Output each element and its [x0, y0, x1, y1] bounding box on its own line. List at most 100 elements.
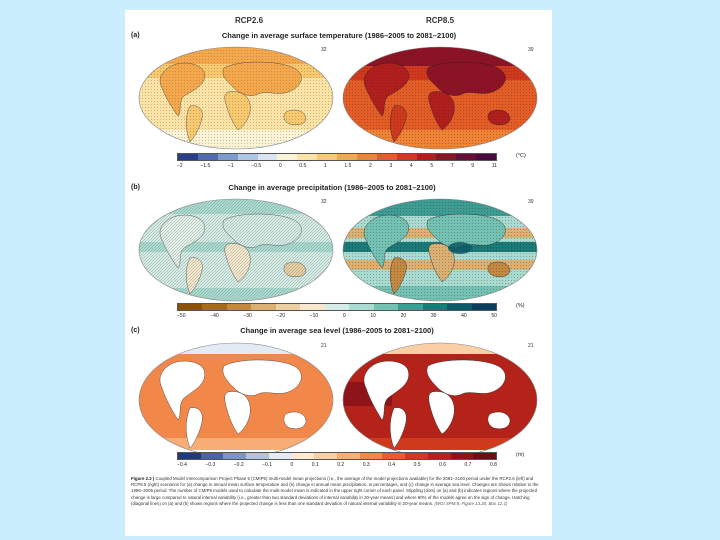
colorbar-temperature — [177, 153, 497, 161]
colorbar-swatch — [473, 453, 497, 459]
colorbar-swatch — [456, 154, 477, 160]
colorbar-tick-label: 0.7 — [464, 462, 472, 468]
colorbar-swatch — [217, 154, 238, 160]
colorbar-swatch — [447, 304, 472, 310]
panel-c-title: Change in average sea level (1986–2005 t… — [240, 326, 434, 335]
model-count-c-left: 21 — [321, 343, 327, 349]
colorbar-swatch — [398, 304, 423, 310]
colorbar-tick-label: 7 — [450, 163, 454, 169]
colorbar-swatch — [396, 154, 417, 160]
colorbar-tick-label: 0.5 — [413, 462, 421, 468]
panel-b-title: Change in average precipitation (1986–20… — [228, 183, 436, 192]
colorbar-tick-label: 0.2 — [337, 462, 345, 468]
colorbar-tick-label: −50 — [177, 313, 186, 319]
colorbar-tick-label: 3 — [389, 163, 393, 169]
precipitation-map-rcp85 — [342, 198, 538, 302]
colorbar-swatch — [476, 154, 496, 160]
colorbar-swatch — [382, 453, 406, 459]
colorbar-swatch — [471, 304, 497, 310]
sea-level-map-rcp26 — [138, 342, 334, 458]
colorbar-swatch — [300, 304, 325, 310]
colorbar-swatch — [324, 304, 350, 310]
colorbar-sea-level-ticks: −0.4 −0.3 −0.2 −0.1 0 0.1 0.2 0.3 0.4 0.5 0.6 0.7 0.… — [177, 462, 497, 468]
caption-figure-label: Figure 2.2 | — [131, 476, 155, 481]
colorbar-tick-label: 0.5 — [299, 163, 307, 169]
colorbar-swatch — [450, 453, 474, 459]
colorbar-tick-label: −2 — [177, 163, 183, 169]
colorbar-swatch — [373, 304, 399, 310]
caption-text: Coupled Model Intercomparison Project Ph… — [131, 476, 539, 506]
panel-a-title: Change in average surface temperature (1… — [221, 31, 457, 40]
colorbar-swatch — [197, 154, 218, 160]
colorbar-tick-label: 20 — [400, 313, 407, 319]
colorbar-tick-label: 1.5 — [344, 163, 352, 169]
colorbar-tick-label: −0.5 — [251, 163, 262, 169]
temperature-map-rcp26 — [138, 46, 334, 150]
colorbar-tick-label: 1 — [323, 163, 327, 169]
colorbar-tick-label: 0.6 — [439, 462, 446, 468]
colorbar-tick-label: 30 — [430, 313, 437, 319]
colorbar-swatch — [436, 154, 457, 160]
colorbar-tick-label: 0.8 — [489, 462, 497, 468]
colorbar-tick-label: 4 — [409, 163, 413, 169]
colorbar-swatch — [251, 304, 276, 310]
colorbar-swatch — [376, 154, 397, 160]
colorbar-tick-label: 10 — [370, 313, 376, 319]
colorbar-swatch — [317, 154, 337, 160]
caption-source: {WGI SPM.8, Figure 13.20, Box 12.1} — [434, 500, 508, 506]
colorbar-swatch — [277, 154, 298, 160]
colorbar-tick-label: 0.3 — [362, 462, 370, 468]
colorbar-swatch — [202, 304, 227, 310]
colorbar-swatch — [416, 154, 437, 160]
colorbar-tick-label: 0 — [290, 462, 294, 468]
colorbar-swatch — [291, 453, 315, 459]
model-count-a-left: 32 — [321, 47, 327, 53]
colorbar-swatch — [178, 304, 203, 310]
temperature-map-rcp85 — [342, 46, 538, 150]
colorbar-tick-label: −1.5 — [200, 163, 211, 169]
colorbar-tick-label: 9 — [471, 163, 475, 169]
colorbar-precipitation — [177, 303, 497, 311]
colorbar-swatch — [178, 453, 201, 459]
colorbar-tick-label: 0 — [342, 313, 346, 319]
colorbar-tick-label: −0.2 — [233, 462, 244, 468]
panel-a-label: (a) — [131, 32, 140, 39]
model-count-a-right: 39 — [528, 47, 534, 53]
colorbar-swatch — [356, 154, 377, 160]
colorbar-swatch — [337, 154, 357, 160]
colorbar-swatch — [337, 453, 360, 459]
colorbar-swatch — [427, 453, 451, 459]
precipitation-map-rcp26 — [138, 198, 334, 302]
unit-precipitation: (%) — [516, 303, 525, 309]
colorbar-swatch — [226, 304, 252, 310]
model-count-b-right: 39 — [528, 199, 534, 205]
figure-caption: Figure 2.2 | Coupled Model Intercomparis… — [131, 476, 547, 507]
colorbar-tick-label: 0.1 — [311, 462, 319, 468]
colorbar-tick-label: −30 — [243, 313, 252, 319]
colorbar-tick-label: 11 — [491, 163, 497, 169]
colorbar-swatch — [246, 453, 269, 459]
colorbar-swatch — [257, 154, 278, 160]
colorbar-swatch — [178, 154, 198, 160]
colorbar-swatch — [359, 453, 383, 459]
colorbar-swatch — [223, 453, 247, 459]
colorbar-tick-label: 50 — [491, 313, 497, 319]
colorbar-swatch — [422, 304, 448, 310]
colorbar-tick-label: −10 — [309, 313, 319, 319]
colorbar-tick-label: −40 — [210, 313, 219, 319]
colorbar-tick-label: 0.4 — [388, 462, 396, 468]
unit-temperature: (°C) — [516, 153, 526, 159]
panel-b-label: (b) — [131, 184, 140, 191]
colorbar-swatch — [314, 453, 338, 459]
colorbar-precipitation-ticks: −50 −40 −30 −20 −10 0 10 20 30 40 50 — [177, 313, 497, 319]
colorbar-tick-label: −20 — [276, 313, 285, 319]
sea-level-map-rcp85 — [342, 342, 538, 458]
colorbar-swatch — [200, 453, 224, 459]
colorbar-swatch — [349, 304, 374, 310]
colorbar-swatch — [237, 154, 258, 160]
colorbar-tick-label: −0.3 — [205, 462, 216, 468]
colorbar-swatch — [268, 453, 292, 459]
scenario-label-right: RCP8.5 — [426, 16, 455, 25]
colorbar-tick-label: 40 — [461, 313, 467, 319]
unit-sea-level: (m) — [516, 452, 525, 458]
